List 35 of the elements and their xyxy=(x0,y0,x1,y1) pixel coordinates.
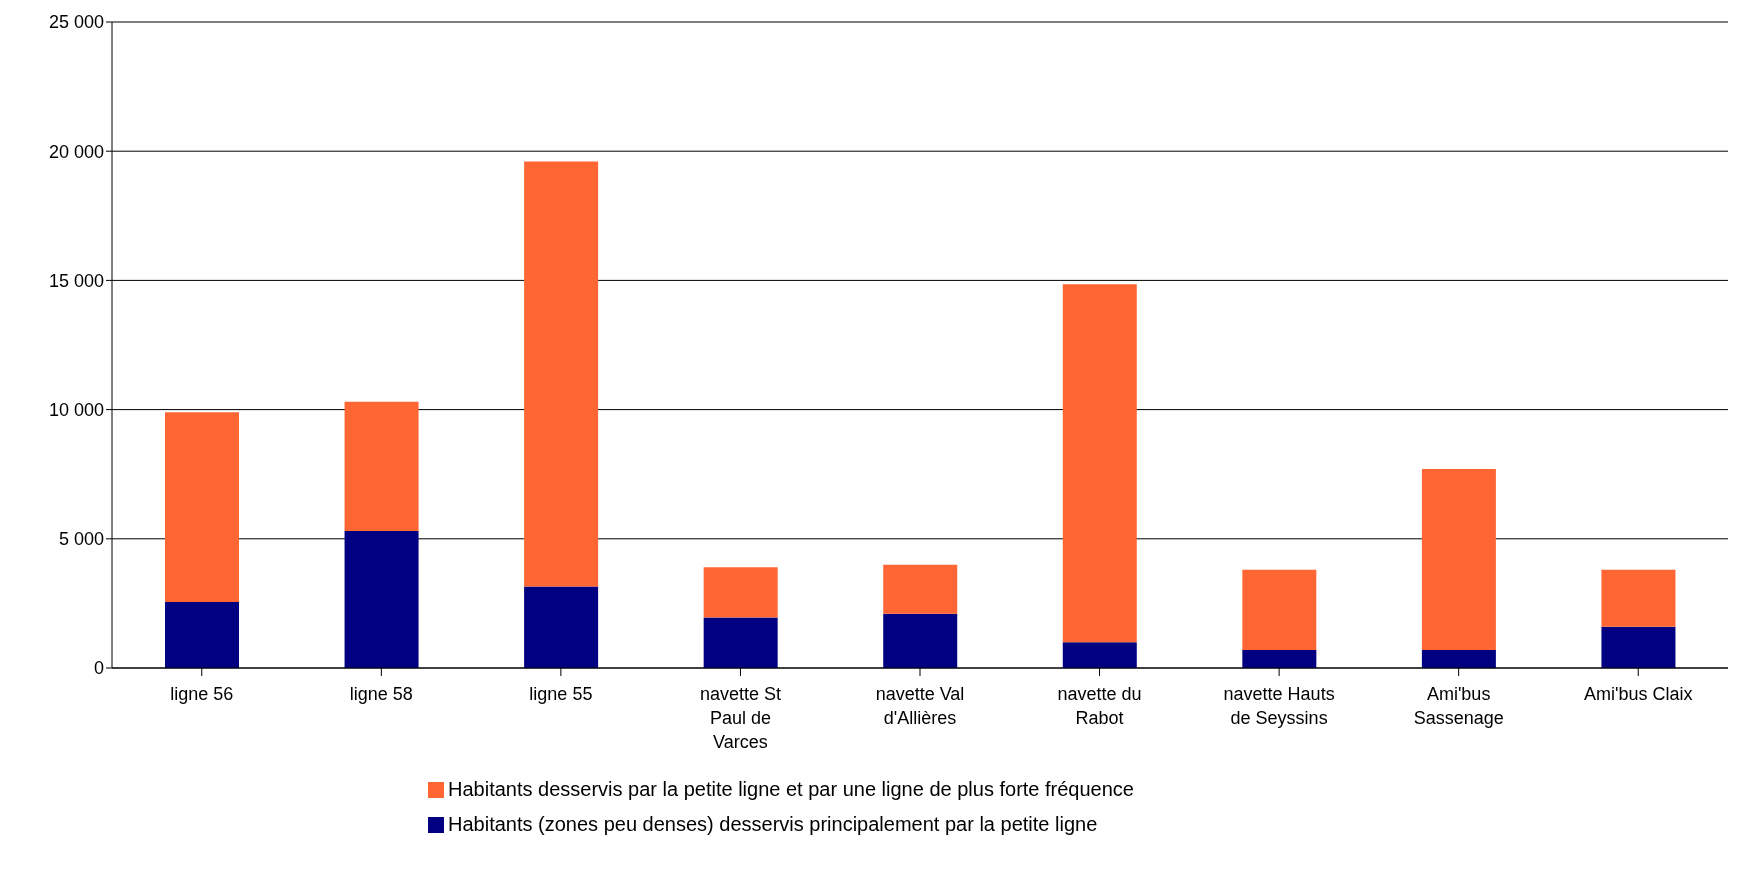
x-tick-label: ligne 55 xyxy=(529,684,593,704)
legend-label: Habitants desservis par la petite ligne et par une ligne de plus forte fréquence xyxy=(448,778,1134,801)
bar xyxy=(1601,626,1676,668)
bar xyxy=(883,564,958,614)
legend-label: Habitants (zones peu denses) desservis principalement par la petite ligne xyxy=(448,813,1098,836)
bar xyxy=(524,161,599,587)
y-tick-label: 20 000 xyxy=(48,141,104,162)
y-tick-label: 25 000 xyxy=(48,12,104,33)
x-tick-label: navette St Paul de Varces xyxy=(699,684,781,752)
bar xyxy=(1421,649,1496,668)
bar xyxy=(165,602,239,668)
y-tick-label: 5 000 xyxy=(58,529,104,550)
bar xyxy=(1601,569,1676,627)
bar xyxy=(703,617,778,668)
bar xyxy=(883,613,958,668)
bar xyxy=(524,586,599,668)
bar xyxy=(165,412,239,603)
bar xyxy=(1062,642,1137,668)
bar xyxy=(1242,649,1317,668)
x-tick-label: navette Val d'Allières xyxy=(875,684,965,728)
x-tick-label: ligne 56 xyxy=(170,684,234,704)
y-tick-label: 15 000 xyxy=(48,270,104,291)
bar xyxy=(1421,469,1496,650)
x-tick-label: navette du Rabot xyxy=(1057,684,1142,728)
y-tick-label: 0 xyxy=(93,658,104,679)
bar xyxy=(703,567,778,618)
x-tick-label: ligne 58 xyxy=(349,684,413,704)
x-tick-label: navette Hauts de Seyssins xyxy=(1223,684,1335,728)
bar xyxy=(344,401,419,532)
bar xyxy=(1242,569,1317,650)
x-tick-label: Ami'bus Claix xyxy=(1583,684,1693,704)
bar xyxy=(1062,284,1137,643)
bar xyxy=(344,531,419,668)
x-tick-label: Ami'bus Sassenage xyxy=(1413,684,1504,728)
y-tick-label: 10 000 xyxy=(48,399,104,420)
